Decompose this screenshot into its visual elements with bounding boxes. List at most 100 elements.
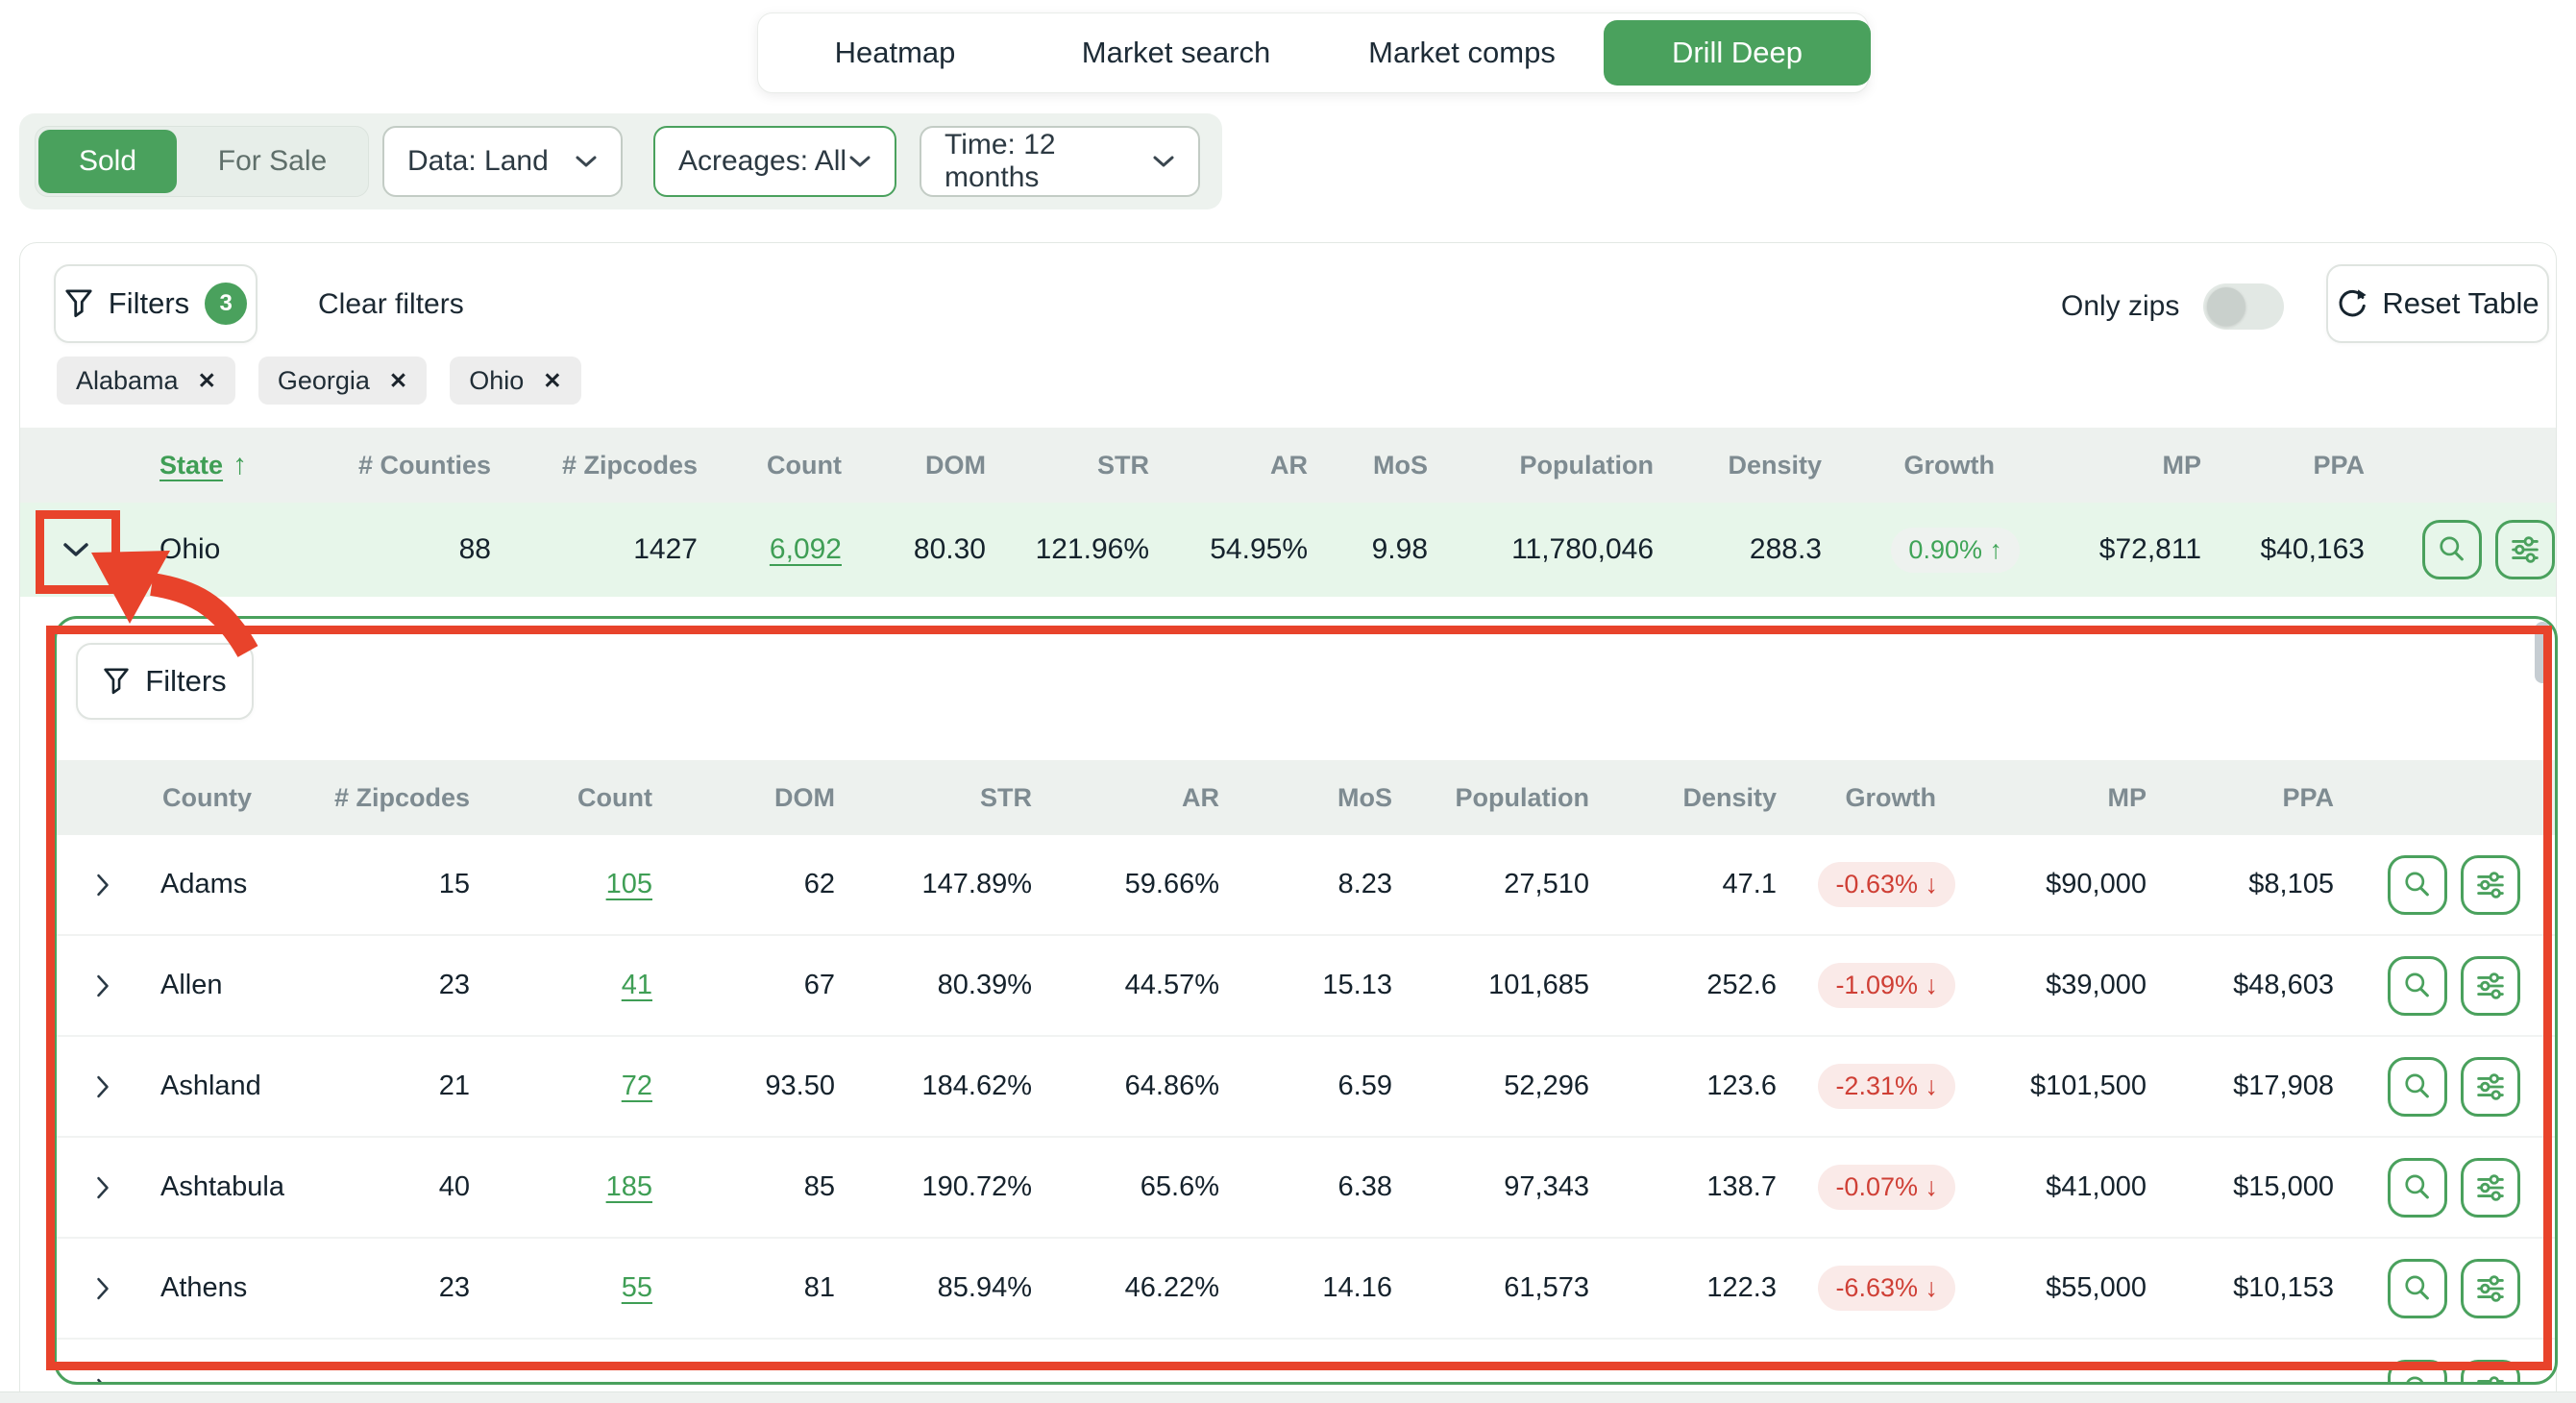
scrollbar-thumb[interactable] [2535, 622, 2550, 683]
search-button[interactable] [2388, 1057, 2447, 1117]
search-button[interactable] [2388, 956, 2447, 1016]
expand-row-icon[interactable] [94, 1174, 111, 1201]
col-str: STR [835, 783, 1032, 813]
close-icon[interactable]: ✕ [389, 368, 407, 394]
search-button[interactable] [2388, 1360, 2447, 1386]
filter-chips: Alabama ✕ Georgia ✕ Ohio ✕ [57, 357, 581, 405]
search-button[interactable] [2388, 1259, 2447, 1318]
chevron-down-icon [1152, 155, 1175, 168]
chip-label: Ohio [469, 366, 524, 396]
filters-button-label: Filters [109, 286, 189, 321]
time-dropdown-label: Time: 12 months [945, 129, 1152, 194]
toggle-knob [2207, 287, 2245, 326]
close-icon[interactable]: ✕ [198, 368, 216, 394]
arrow-up-icon: ↑ [1990, 535, 2003, 564]
growth-badge: -2.31% ↓ [1818, 1064, 1955, 1109]
county-table-header: County # Zipcodes Count DOM STR AR MoS P… [57, 760, 2555, 835]
col-population: Population [1428, 451, 1654, 480]
col-mp: MP [2024, 451, 2201, 480]
sliders-button[interactable] [2461, 855, 2520, 915]
chevron-down-icon [575, 155, 598, 168]
count-link[interactable]: 55 [622, 1272, 652, 1303]
state-name: Ohio [87, 533, 251, 566]
sliders-button[interactable] [2461, 1360, 2520, 1386]
acreages-dropdown-label: Acreages: All [678, 145, 846, 178]
filter-controls-bar: Sold For Sale Data: Land Acreages: All T… [19, 113, 1222, 209]
refresh-icon [2336, 287, 2368, 320]
sold-option[interactable]: Sold [38, 130, 177, 193]
count-link[interactable]: 105 [606, 869, 652, 899]
sort-asc-icon: ↑ [233, 449, 247, 481]
tab-drill-deep[interactable]: Drill Deep [1604, 20, 1871, 86]
only-zips-toggle[interactable] [2203, 283, 2284, 330]
time-dropdown[interactable]: Time: 12 months [920, 126, 1200, 197]
expand-row-icon[interactable] [94, 1275, 111, 1302]
chip-label: Georgia [278, 366, 370, 396]
col-ar: AR [1149, 451, 1308, 480]
col-dom: DOM [652, 783, 835, 813]
col-ppa: PPA [2201, 451, 2365, 480]
data-dropdown[interactable]: Data: Land [382, 126, 623, 197]
col-growth: Growth [1777, 783, 1959, 813]
clear-filters-link[interactable]: Clear filters [318, 288, 464, 321]
count-link[interactable]: 41 [622, 970, 652, 1000]
county-row [57, 1340, 2555, 1385]
close-icon[interactable]: ✕ [543, 368, 561, 394]
chevron-down-icon [848, 155, 871, 168]
col-population: Population [1392, 783, 1589, 813]
sliders-button[interactable] [2495, 520, 2555, 579]
county-row: Adams 15 105 62 147.89% 59.66% 8.23 27,5… [57, 835, 2555, 936]
search-button[interactable] [2388, 1158, 2447, 1218]
county-filters-button[interactable]: Filters [76, 643, 254, 720]
expand-row-icon[interactable] [94, 872, 111, 898]
data-dropdown-label: Data: Land [407, 145, 549, 178]
state-table-header: State ↑ # Counties # Zipcodes Count DOM … [20, 428, 2556, 503]
funnel-icon [103, 667, 130, 696]
page: Heatmap Market search Market comps Drill… [0, 0, 2576, 1403]
search-button[interactable] [2422, 520, 2482, 579]
col-county: County [124, 783, 287, 813]
growth-badge: 0.90% ↑ [1891, 528, 2020, 573]
growth-badge: -0.07% ↓ [1818, 1165, 1955, 1210]
tab-heatmap[interactable]: Heatmap [758, 36, 1032, 70]
sliders-button[interactable] [2461, 956, 2520, 1016]
sold-forsale-toggle: Sold For Sale [35, 126, 369, 197]
sliders-button[interactable] [2461, 1057, 2520, 1117]
acreages-dropdown[interactable]: Acreages: All [653, 126, 896, 197]
collapse-row-icon[interactable] [61, 541, 90, 558]
county-name: Ashtabula [124, 1171, 287, 1203]
county-row: Allen 23 41 67 80.39% 44.57% 15.13 101,6… [57, 936, 2555, 1037]
col-zipcodes: # Zipcodes [287, 783, 470, 813]
expand-row-icon[interactable] [94, 1073, 111, 1100]
sliders-button[interactable] [2461, 1158, 2520, 1218]
growth-badge: -1.09% ↓ [1818, 963, 1955, 1008]
expand-row-icon[interactable] [94, 972, 111, 999]
col-mos: MoS [1219, 783, 1392, 813]
sort-by-state[interactable]: State [159, 451, 223, 480]
chip-ohio: Ohio ✕ [450, 357, 580, 405]
county-name: Ashland [124, 1071, 287, 1102]
table-card: Filters 3 Clear filters Only zips Reset … [19, 242, 2557, 1391]
count-link[interactable]: 72 [622, 1071, 652, 1101]
tab-market-search[interactable]: Market search [1032, 36, 1320, 70]
reset-table-button[interactable]: Reset Table [2326, 264, 2549, 343]
county-row: Athens 23 55 81 85.94% 46.22% 14.16 61,5… [57, 1239, 2555, 1340]
filters-count-badge: 3 [205, 283, 247, 325]
county-filters-label: Filters [145, 664, 226, 699]
county-name: Allen [124, 970, 287, 1001]
top-tabs: Heatmap Market search Market comps Drill… [757, 12, 1869, 93]
filters-button[interactable]: Filters 3 [54, 264, 258, 343]
col-ppa: PPA [2147, 783, 2334, 813]
funnel-icon [64, 288, 93, 319]
col-str: STR [986, 451, 1149, 480]
search-button[interactable] [2388, 855, 2447, 915]
tab-market-comps[interactable]: Market comps [1320, 36, 1604, 70]
sliders-button[interactable] [2461, 1259, 2520, 1318]
col-count: Count [698, 451, 842, 480]
count-link[interactable]: 185 [606, 1171, 652, 1202]
county-row: Ashtabula 40 185 85 190.72% 65.6% 6.38 9… [57, 1138, 2555, 1239]
expand-row-icon[interactable] [94, 1376, 111, 1386]
growth-badge: -0.63% ↓ [1818, 862, 1955, 907]
count-link[interactable]: 6,092 [770, 533, 842, 565]
for-sale-option[interactable]: For Sale [177, 145, 368, 178]
